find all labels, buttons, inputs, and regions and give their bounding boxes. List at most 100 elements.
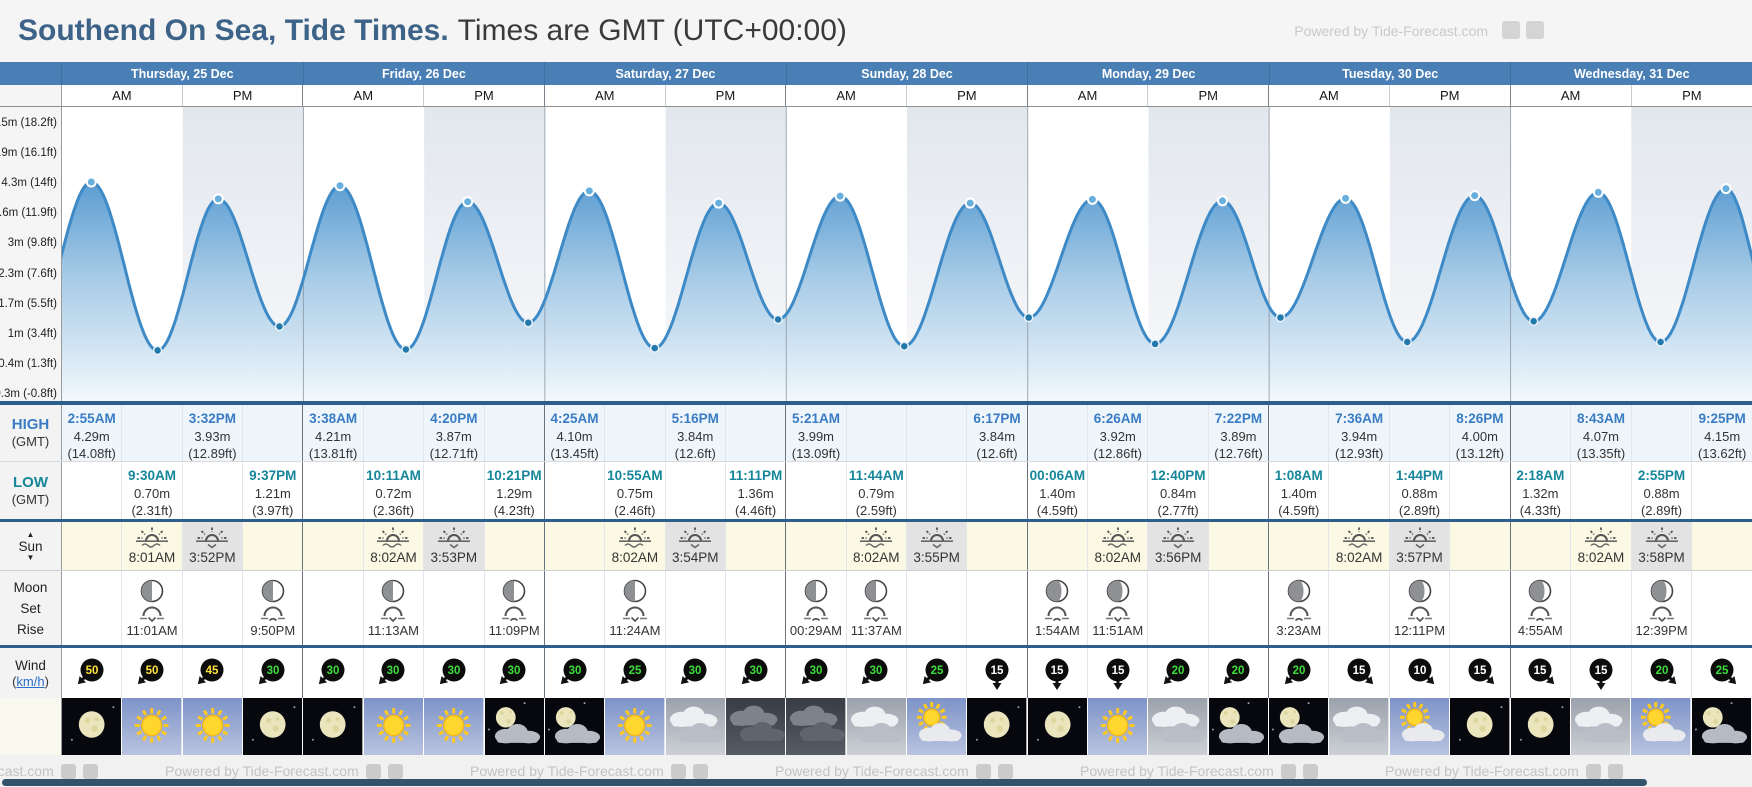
ampm-header-row: AM PM AM PM AM PM AM PM AM PM AM PM AM PM [0, 85, 1752, 107]
weather-cell [906, 698, 968, 755]
am-label: AM [1510, 85, 1632, 106]
facebook-icon[interactable] [365, 763, 381, 779]
wind-row-label: Wind (km/h) [0, 648, 62, 698]
low-tide-cell: 1:44PM 0.88m (2.89ft) [1390, 462, 1451, 519]
twitter-icon[interactable] [82, 763, 98, 779]
wind-speed-badge: 50 [77, 658, 104, 684]
high-tide-time: 8:43AM [1576, 411, 1625, 426]
low-tide-height-ft: (2.89ft) [1398, 503, 1441, 518]
twitter-icon[interactable] [387, 763, 403, 779]
low-tide-time: 9:37PM [249, 468, 297, 483]
low-tide-height-ft: (4.33ft) [1519, 503, 1561, 518]
weather-cell [665, 698, 726, 755]
horizontal-scrollbar-thumb[interactable] [2, 779, 1647, 786]
low-tide-time: 1:08AM [1274, 468, 1323, 483]
day-column-5: 00:06AM 1.40m (4.59ft) 12:40PM 0.84m (2.77ft) [1028, 462, 1270, 519]
low-tide-time: 1:44PM [1395, 468, 1444, 483]
sunrise-icon [618, 527, 651, 548]
twitter-icon[interactable] [1607, 763, 1623, 779]
sun-row-label: ▲ Sun ▼ [0, 522, 62, 570]
day-header-row: Thursday, 25 Dec Friday, 26 Dec Saturday, … [0, 62, 1752, 85]
moon-set-icon [1105, 606, 1130, 622]
weather-cell [182, 698, 244, 755]
weather-icon-sunny [122, 698, 182, 755]
wind-cell: 30 [666, 648, 726, 698]
high-tide-height-m: 4.15m [1704, 429, 1741, 444]
high-tide-height-ft: (13.35ft) [1576, 446, 1626, 461]
moon-cell [303, 571, 364, 645]
low-tide-cell [62, 462, 123, 519]
day-column-4 [786, 698, 1028, 755]
low-tide-cell [1329, 462, 1390, 519]
svg-text:25: 25 [930, 665, 943, 677]
y-axis-label: 5.5m (18.2ft) [0, 116, 57, 129]
svg-text:15: 15 [1534, 665, 1547, 677]
wind-cell: 20 [1632, 648, 1693, 698]
day-header-7: Wednesday, 31 Dec [1573, 66, 1690, 81]
day-header-stub [0, 62, 62, 85]
facebook-icon[interactable] [670, 763, 686, 779]
wind-cell: 15 [1511, 648, 1572, 698]
sun-cell [1450, 522, 1511, 570]
facebook-icon[interactable] [60, 763, 76, 779]
gmt-label: (GMT) [11, 434, 50, 449]
high-tide-height-ft: (12.76ft) [1214, 446, 1263, 461]
footer-powered-by-text: Powered by Tide-Forecast.com [1385, 763, 1579, 779]
moon-cell [424, 571, 485, 645]
high-tide-height-ft: (13.81ft) [308, 446, 358, 461]
sun-cell: 8:02AM [846, 522, 907, 570]
low-tide-cell: 9:30AM 0.70m (2.31ft) [122, 462, 183, 519]
wind-speed-badge: 30 [258, 658, 285, 684]
wind-speed-badge: 50 [137, 658, 164, 684]
wind-unit-link[interactable]: km/h [16, 674, 45, 689]
moon-set-time: 12:39PM [1635, 623, 1688, 638]
wind-cell: 15 [967, 648, 1028, 698]
day-column-7: 4:55AM 12:39PM [1511, 571, 1752, 645]
facebook-icon[interactable] [1585, 763, 1601, 779]
weather-icon-cloudy-night [1269, 698, 1329, 755]
low-tide-time: 11:11PM [728, 468, 783, 483]
moon-set-time: 11:37AM [850, 623, 902, 638]
svg-text:30: 30 [327, 665, 340, 677]
high-tide-time: 4:20PM [430, 411, 478, 426]
high-tide-cell: 7:36AM 3.94m (12.93ft) [1329, 405, 1390, 461]
high-tide-time: 5:21AM [791, 411, 840, 426]
low-tide-height-m: 0.88m [1401, 486, 1438, 501]
day-column-3: 8:02AM 3:54PM [544, 522, 787, 570]
weather-cell [544, 698, 606, 755]
svg-text:30: 30 [508, 665, 521, 677]
sunset-time: 3:53PM [430, 550, 478, 565]
sunrise-time: 8:02AM [1335, 550, 1383, 565]
low-tide-height-m: 1.29m [496, 486, 533, 501]
sun-cell: 3:56PM [1148, 522, 1209, 570]
twitter-icon[interactable] [1302, 763, 1318, 779]
weather-icon-clear-night [1027, 698, 1088, 755]
low-tide-cell: 1:08AM 1.40m (4.59ft) [1269, 462, 1330, 519]
facebook-icon[interactable] [1502, 21, 1520, 39]
moon-cell: 11:37AM [847, 571, 907, 645]
day-column-4: 30 30 25 15 [786, 648, 1028, 698]
day-column-1: 9:30AM 0.70m (2.31ft) 9:37PM 1.21m (3.97ft) [62, 462, 304, 519]
moon-phase-icon [502, 579, 526, 603]
svg-text:15: 15 [1111, 665, 1124, 677]
facebook-icon[interactable] [975, 763, 991, 779]
moon-cell [1692, 571, 1752, 645]
twitter-icon[interactable] [1526, 21, 1544, 39]
moon-phase-icon [1046, 579, 1069, 603]
twitter-icon[interactable] [692, 763, 708, 779]
facebook-icon[interactable] [1280, 763, 1296, 779]
low-tide-height-ft: (4.59ft) [1278, 503, 1320, 518]
ampm-day-6: AM PM [1269, 85, 1511, 106]
twitter-icon[interactable] [997, 763, 1013, 779]
footer-powered-by: Powered by Tide-Forecast.com [0, 763, 165, 779]
sunset-icon [1645, 527, 1678, 549]
low-tide-cell [1088, 462, 1149, 519]
svg-text:50: 50 [85, 665, 98, 677]
am-label: AM [303, 85, 425, 106]
weather-icon-clear-night [62, 698, 122, 755]
moon-cell: 00:29AM [786, 571, 847, 645]
svg-text:20: 20 [1655, 665, 1668, 677]
wind-speed-badge: 30 [741, 658, 768, 684]
wind-cell: 10 [1390, 648, 1451, 698]
wind-cell: 30 [364, 648, 425, 698]
